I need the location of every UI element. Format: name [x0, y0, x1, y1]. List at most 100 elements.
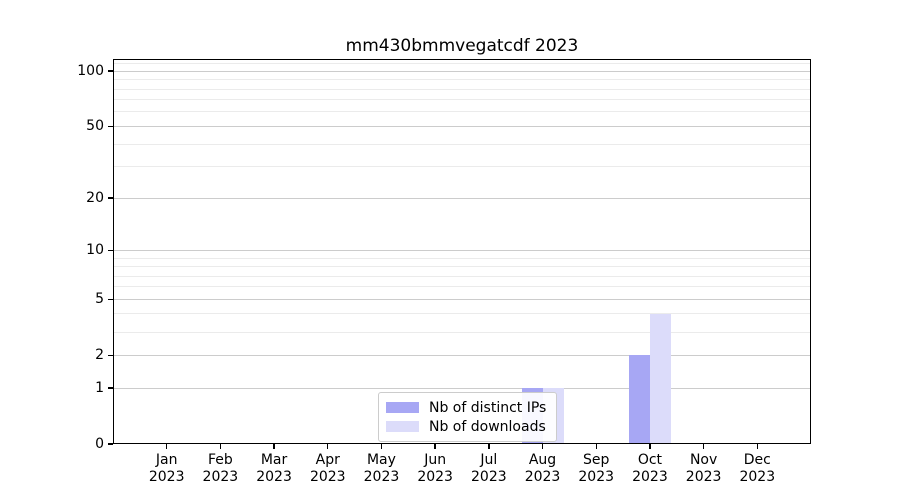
x-tick-mark [541, 444, 544, 449]
x-tick-month: Apr [315, 452, 340, 468]
legend-item-downloads: Nb of downloads [386, 417, 546, 436]
x-tick-mark [165, 444, 168, 449]
y-tick-mark [108, 298, 113, 300]
y-tick-label: 1 [95, 379, 104, 396]
y-tick-mark [108, 125, 113, 128]
gridline-major [113, 298, 811, 300]
x-tick-label: Sep 2023 [561, 452, 631, 486]
y-tick-label: 10 [86, 241, 104, 258]
y-tick-mark [108, 70, 113, 72]
bar-downloads [649, 314, 671, 444]
x-tick-mark [488, 444, 490, 449]
x-tick-mark [595, 444, 597, 449]
gridline-minor [113, 257, 811, 259]
gridline-minor [113, 166, 811, 168]
y-tick-label: 50 [86, 117, 104, 134]
gridline-major [113, 354, 811, 356]
x-tick-year: 2023 [309, 469, 346, 485]
gridline-minor [113, 331, 811, 333]
y-tick-mark [108, 443, 113, 445]
right-spine [809, 59, 811, 444]
y-tick-mark [108, 197, 113, 199]
x-tick-month: Feb [207, 452, 233, 468]
legend-label-distinct-ips: Nb of distinct IPs [429, 399, 547, 416]
x-tick-label: Apr 2023 [293, 452, 363, 486]
gridline-minor [113, 143, 811, 145]
x-tick-mark [273, 444, 275, 449]
y-tick-label: 2 [95, 346, 104, 363]
gridline-major [113, 387, 811, 389]
gridline-minor [113, 111, 811, 113]
x-tick-mark [434, 444, 436, 449]
x-tick-year: 2023 [148, 469, 185, 485]
plot-area: Nb of distinct IPs Nb of downloads [113, 59, 811, 444]
x-tick-year: 2023 [739, 469, 776, 485]
y-tick-label: 0 [95, 435, 104, 452]
x-tick-month: Nov [689, 452, 718, 468]
x-tick-label: Jul 2023 [454, 452, 524, 486]
y-axis-line [113, 59, 115, 444]
x-tick-label: Feb 2023 [185, 452, 255, 486]
x-tick-month: Aug [528, 452, 557, 468]
x-tick-label: Dec 2023 [722, 452, 792, 486]
x-tick-month: Oct [637, 452, 663, 468]
x-tick-label: Mar 2023 [239, 452, 309, 486]
legend: Nb of distinct IPs Nb of downloads [378, 392, 558, 442]
x-tick-year: 2023 [685, 469, 722, 485]
x-tick-month: Jul [480, 452, 498, 468]
gridline-major [113, 197, 811, 199]
y-tick-mark [108, 249, 113, 251]
x-tick-month: Mar [260, 452, 288, 468]
legend-swatch-downloads [386, 421, 419, 432]
x-tick-mark [327, 444, 329, 449]
x-tick-label: Jan 2023 [132, 452, 202, 486]
x-axis-line [113, 442, 811, 444]
gridline-minor [113, 275, 811, 277]
legend-label-downloads: Nb of downloads [429, 418, 546, 435]
y-tick-mark [108, 387, 113, 389]
x-tick-month: Dec [743, 452, 771, 468]
x-tick-year: 2023 [417, 469, 453, 485]
x-tick-label: Aug 2023 [508, 452, 578, 486]
x-tick-year: 2023 [202, 469, 239, 485]
gridline-minor [113, 63, 811, 65]
gridline-minor [113, 79, 811, 81]
y-tick-label: 20 [86, 189, 104, 206]
x-tick-mark [649, 444, 651, 449]
bar-distinct-ips [628, 355, 650, 444]
x-tick-year: 2023 [524, 469, 561, 485]
x-tick-year: 2023 [471, 469, 507, 485]
x-tick-mark [380, 444, 383, 449]
gridline-minor [113, 313, 811, 315]
y-tick-mark [108, 354, 113, 356]
x-tick-mark [219, 444, 222, 449]
gridline-major [113, 249, 811, 251]
x-tick-label: May 2023 [346, 452, 416, 486]
chart-title: mm430bmmvegatcdf 2023 [345, 36, 579, 56]
y-tick-label: 5 [95, 290, 104, 307]
x-tick-label: Nov 2023 [669, 452, 739, 486]
x-tick-year: 2023 [578, 469, 615, 485]
gridline-minor [113, 88, 811, 90]
x-tick-label: Jun 2023 [400, 452, 470, 486]
gridline-minor [113, 266, 811, 267]
x-tick-year: 2023 [256, 469, 292, 485]
gridline-major [113, 125, 811, 127]
legend-item-distinct-ips: Nb of distinct IPs [386, 398, 546, 417]
gridline-minor [113, 99, 811, 101]
x-tick-year: 2023 [632, 469, 668, 485]
x-tick-month: May [366, 452, 396, 468]
legend-swatch-distinct-ips [386, 402, 419, 413]
top-spine [113, 59, 811, 61]
x-tick-month: Jan [155, 452, 178, 468]
x-tick-month: Jun [424, 452, 447, 468]
x-tick-label: Oct 2023 [615, 452, 685, 486]
gridline-minor [113, 286, 811, 288]
gridline-major [113, 70, 811, 72]
x-tick-mark [756, 444, 758, 449]
x-tick-year: 2023 [363, 469, 400, 485]
x-tick-mark [702, 444, 705, 449]
y-tick-label: 100 [77, 62, 104, 79]
x-tick-month: Sep [583, 452, 610, 468]
